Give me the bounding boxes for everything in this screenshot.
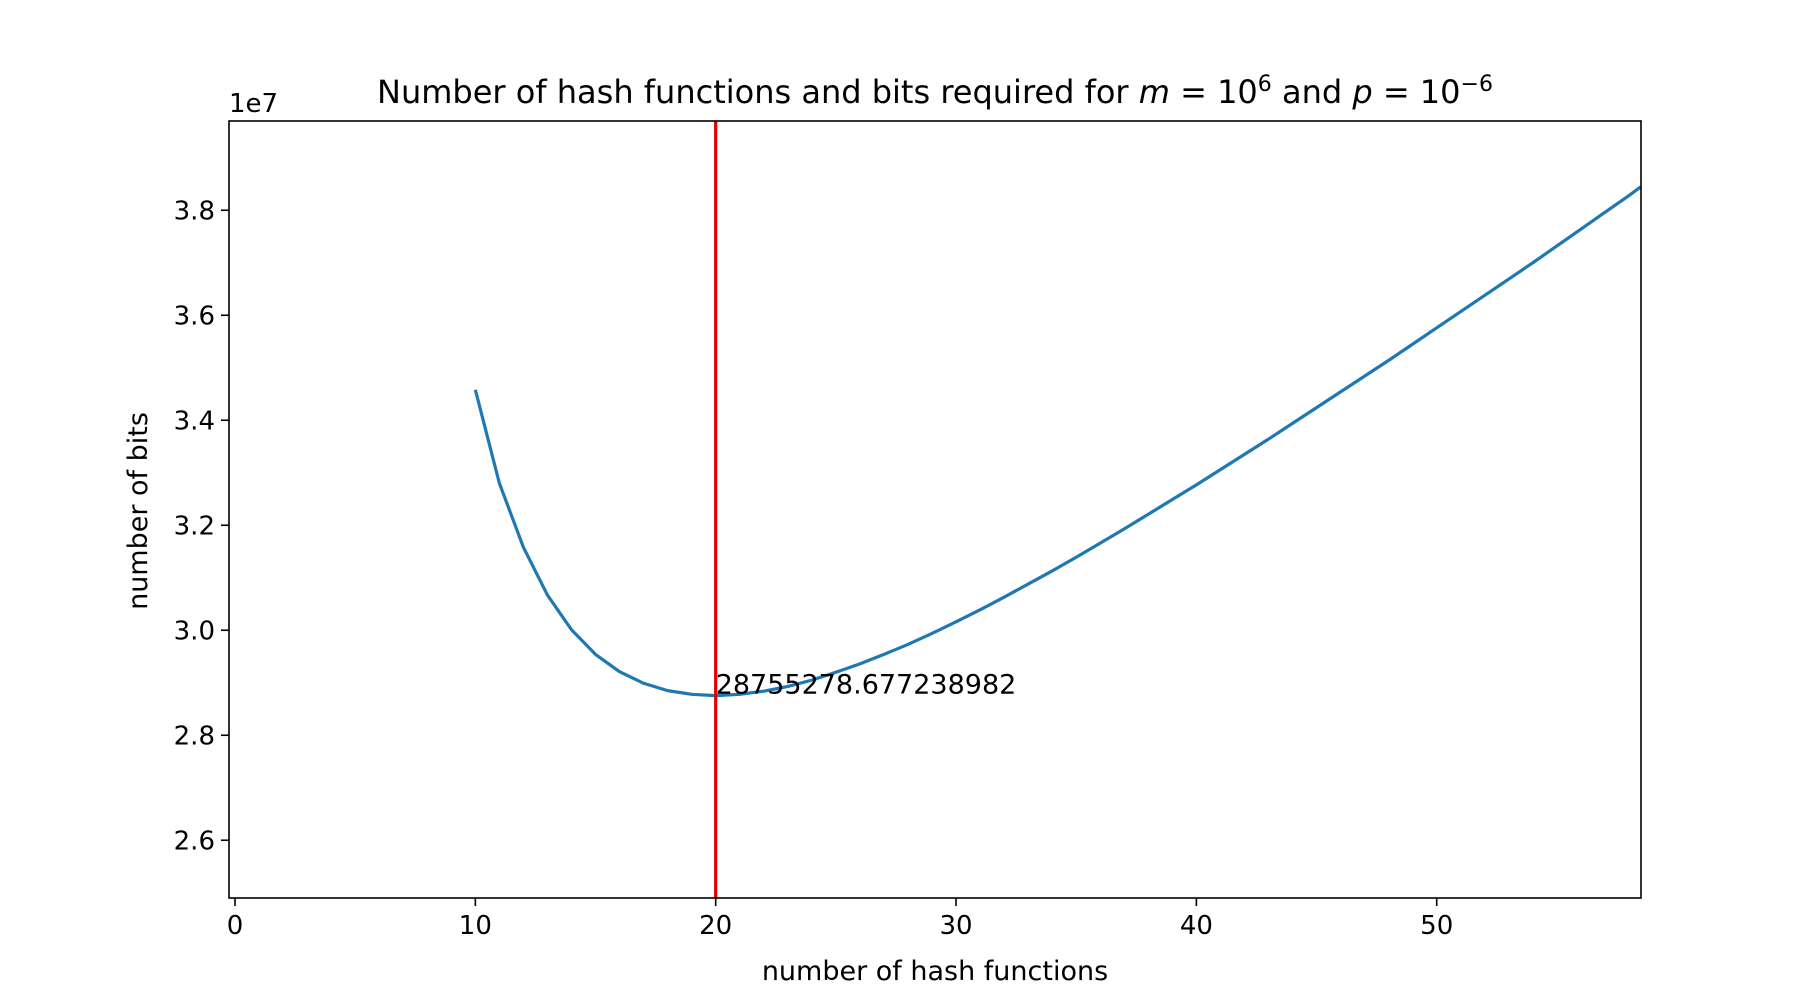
x-tick-label: 0 xyxy=(227,911,244,941)
ticks-layer: 0 10 20 30 40 50 2.6 2.8 3.0 3.2 3.4 3.6 3.8 xyxy=(174,196,1454,941)
title-p-eq: = xyxy=(1373,73,1420,111)
min-value-annotation: 28755278.677238982 xyxy=(716,670,1017,701)
y-tick-label: 3.0 xyxy=(174,616,215,646)
plot-marks xyxy=(473,121,1641,898)
y-tick-label: 3.2 xyxy=(174,511,215,541)
x-tick-label: 40 xyxy=(1180,911,1213,941)
title-m-eq: = xyxy=(1170,73,1217,111)
y-tick-label: 2.8 xyxy=(174,721,215,751)
x-tick-label: 30 xyxy=(939,911,972,941)
title-m-exp: 6 xyxy=(1258,72,1272,97)
title-p-base: 10 xyxy=(1420,73,1461,111)
chart-title: Number of hash functions and bits requir… xyxy=(377,72,1493,111)
y-offset-label: 1e7 xyxy=(229,89,278,119)
series-line xyxy=(473,185,1641,698)
y-tick-label: 2.6 xyxy=(174,826,215,856)
title-m-var: m xyxy=(1139,73,1170,111)
x-tick-label: 20 xyxy=(699,911,732,941)
title-and: and xyxy=(1272,73,1353,111)
title-p-exp: −6 xyxy=(1461,72,1493,97)
y-tick-label: 3.6 xyxy=(174,301,215,331)
x-tick-label: 10 xyxy=(459,911,492,941)
plot-frame xyxy=(228,120,1642,899)
y-axis-label: number of bits xyxy=(123,412,154,610)
title-p-var: p xyxy=(1351,73,1372,111)
x-axis-label: number of hash functions xyxy=(762,956,1108,987)
y-tick-label: 3.8 xyxy=(174,196,215,226)
x-tick-label: 50 xyxy=(1420,911,1453,941)
title-m-base: 10 xyxy=(1217,73,1258,111)
title-prefix: Number of hash functions and bits requir… xyxy=(377,73,1139,111)
y-tick-label: 3.4 xyxy=(174,406,215,436)
